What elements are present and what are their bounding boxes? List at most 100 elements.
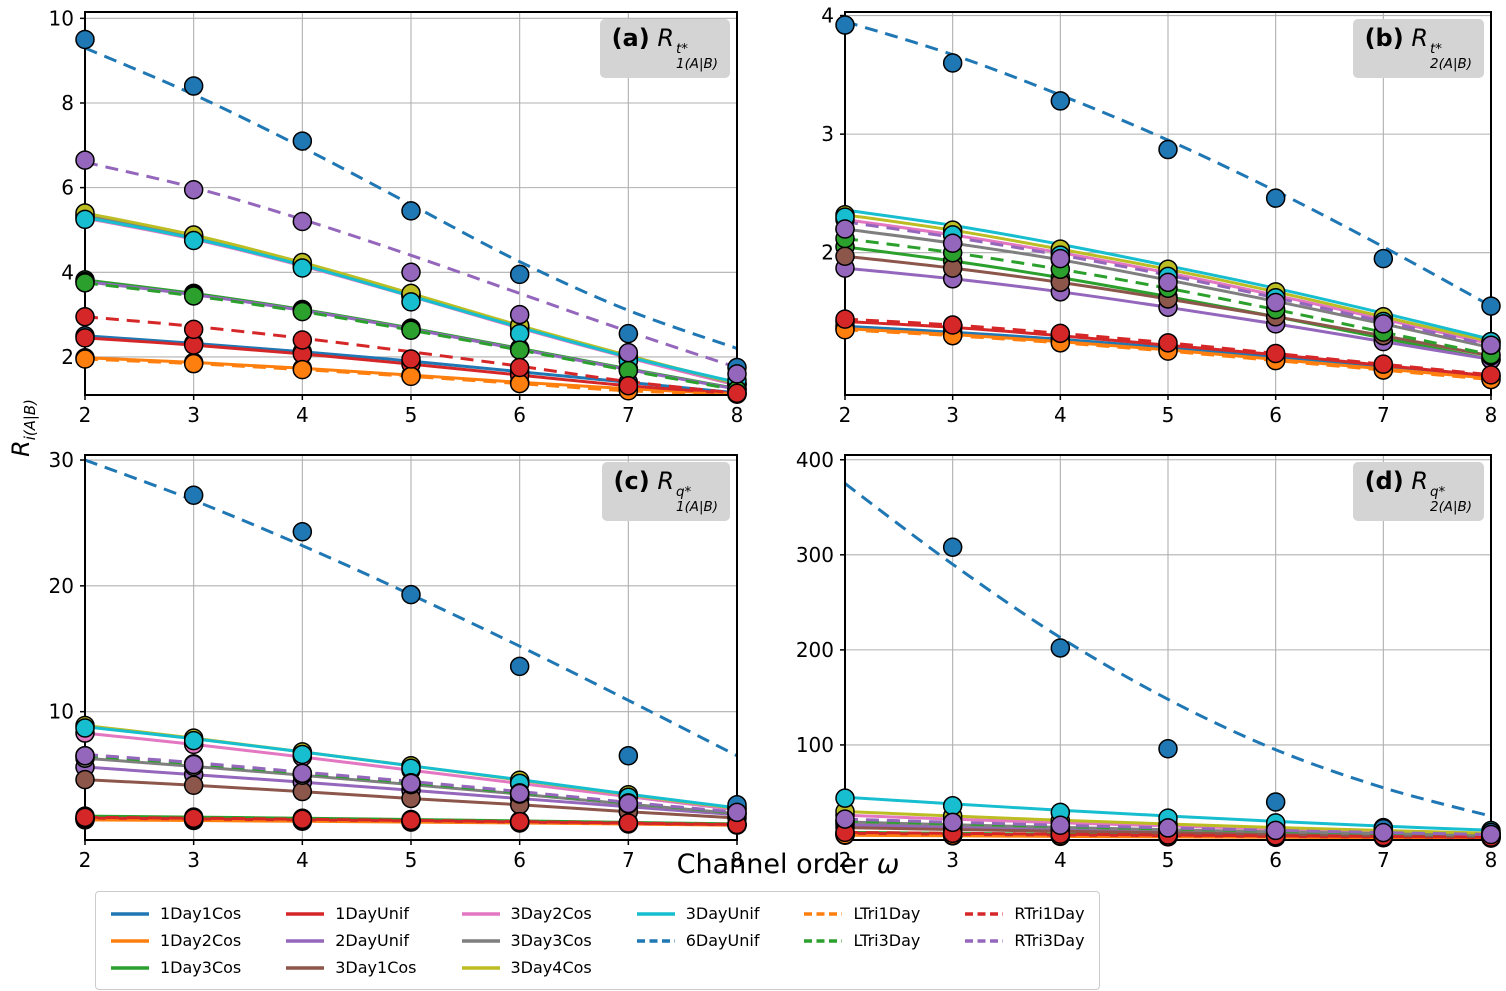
legend-line-swatch-solid — [461, 911, 500, 916]
data-point — [618, 813, 639, 833]
y-tick-label: 200 — [796, 638, 834, 662]
legend-label: 3Day1Cos — [335, 958, 417, 977]
data-point — [509, 811, 530, 832]
x-tick-label: 5 — [1162, 848, 1175, 872]
x-tick-label: 7 — [622, 848, 635, 872]
legend-label: 1Day2Cos — [160, 931, 242, 950]
series-markers-6DayUnif — [183, 485, 747, 815]
x-tick-label: 2 — [79, 403, 92, 427]
y-axis-label-text: Ri(A|B) — [7, 399, 39, 457]
data-point — [1265, 188, 1286, 208]
x-tick-label: 6 — [513, 848, 526, 872]
data-point — [618, 342, 639, 363]
data-point — [292, 330, 313, 350]
data-point — [1158, 738, 1178, 759]
data-point — [509, 264, 530, 285]
legend-line-swatch-solid — [286, 965, 325, 970]
x-tick-label: 6 — [1269, 848, 1282, 872]
panel-d: 2 3 4 5 6 7 8 100 200 300 400 — [796, 448, 1501, 872]
data-point — [75, 349, 95, 369]
x-tick-label: 3 — [946, 848, 959, 872]
y-tick-label: 20 — [49, 574, 74, 598]
x-tick-label: 4 — [1054, 403, 1067, 427]
series-markers-RTri1Day — [75, 306, 747, 404]
data-point — [183, 730, 204, 751]
data-point — [1373, 354, 1394, 374]
y-tick-label: 3 — [821, 122, 834, 146]
legend-item-3Day2Cos: 3Day2Cos — [461, 900, 592, 927]
data-point — [183, 754, 204, 775]
data-point — [292, 301, 313, 322]
data-point — [1481, 824, 1501, 845]
data-point — [835, 15, 855, 35]
data-point — [835, 309, 855, 329]
data-point — [618, 793, 639, 814]
legend-item-2DayUnif: 2DayUnif — [285, 927, 416, 954]
legend-label: 1Day3Cos — [160, 958, 242, 977]
data-point — [183, 179, 204, 200]
data-point — [75, 328, 95, 348]
legend-item-3DayUnif: 3DayUnif — [636, 900, 760, 927]
legend-line-swatch-solid — [286, 911, 325, 916]
data-point — [75, 769, 95, 790]
legend-label: 3Day2Cos — [510, 904, 592, 923]
legend-label: 3Day4Cos — [510, 958, 592, 977]
data-point — [292, 744, 313, 765]
data-point — [1050, 638, 1071, 658]
legend-label: RTri1Day — [1014, 904, 1085, 923]
series-markers-RTri3Day — [75, 150, 747, 384]
legend-label: 2DayUnif — [335, 931, 409, 950]
x-tick-label: 4 — [296, 848, 309, 872]
data-point — [75, 150, 95, 170]
data-point — [509, 340, 530, 360]
data-point — [1050, 91, 1071, 111]
x-tick-label: 8 — [1485, 403, 1498, 427]
data-point — [509, 656, 530, 677]
data-point — [183, 286, 204, 306]
legend-item-RTri3Day: RTri3Day — [964, 927, 1085, 954]
y-tick-label: 2 — [61, 345, 74, 369]
data-point — [183, 319, 204, 340]
y-tick-label: 400 — [796, 448, 834, 472]
legend-line-swatch-solid — [461, 965, 500, 970]
legend-label: RTri3Day — [1014, 931, 1085, 950]
data-point — [942, 812, 963, 833]
x-axis-label-text: Channel order — [676, 849, 869, 880]
data-point — [183, 230, 204, 251]
x-tick-label: 4 — [1054, 848, 1067, 872]
y-tick-label: 6 — [61, 176, 74, 200]
legend-item-1DayUnif: 1DayUnif — [285, 900, 416, 927]
data-point — [183, 353, 204, 374]
legend-line-swatch-solid — [111, 911, 149, 916]
data-point — [942, 537, 963, 557]
x-tick-label: 8 — [731, 403, 744, 427]
data-point — [509, 323, 530, 344]
data-point — [1265, 343, 1286, 364]
panel-a: 2 3 4 5 6 7 8 2 4 6 8 10 — [49, 6, 747, 427]
y-tick-label: 10 — [49, 700, 74, 724]
data-point — [1481, 296, 1501, 316]
data-point — [292, 211, 313, 232]
series-markers-RTri1Day — [835, 309, 1501, 385]
data-point — [1050, 815, 1071, 836]
data-point — [942, 233, 963, 253]
legend-item-3Day4Cos: 3Day4Cos — [461, 954, 592, 981]
data-point — [401, 810, 421, 831]
data-point — [942, 796, 963, 816]
legend-label: 1Day1Cos — [160, 904, 242, 923]
data-point — [401, 292, 421, 312]
data-point — [618, 375, 639, 396]
legend-line-swatch-solid — [461, 938, 500, 943]
x-tick-label: 2 — [839, 403, 852, 427]
data-point — [183, 485, 204, 506]
legend-label: 3DayUnif — [685, 904, 760, 923]
data-point — [401, 320, 421, 340]
legend-column: RTri1Day RTri3Day — [964, 900, 1085, 954]
legend-item-6DayUnif: 6DayUnif — [636, 927, 760, 954]
legend-item-RTri1Day: RTri1Day — [964, 900, 1085, 927]
data-point — [183, 775, 204, 796]
legend-label: 6DayUnif — [685, 931, 760, 950]
legend-line-swatch-dashed — [804, 938, 843, 943]
x-tick-label: 2 — [79, 848, 92, 872]
panel-c: 2 3 4 5 6 7 8 10 20 30 — [49, 448, 747, 872]
